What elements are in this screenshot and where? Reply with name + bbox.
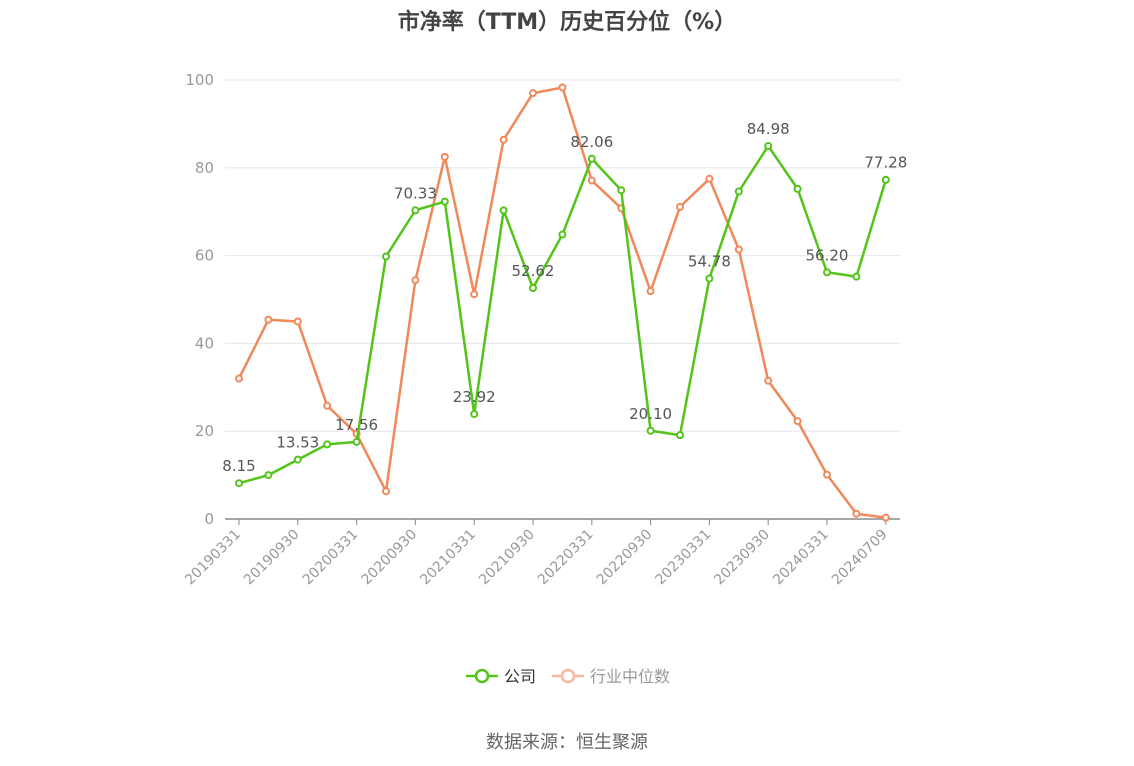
data-point [529,283,537,292]
chart-title: 市净率（TTM）历史百分位（%） [397,10,737,35]
x-tick-label: 20210930 [476,527,538,589]
y-tick-label: 40 [195,334,214,352]
data-label: 52.62 [512,262,555,280]
data-label: 56.20 [806,246,849,264]
data-point [881,513,890,522]
data-point [734,245,743,254]
y-tick-label: 60 [195,247,214,265]
data-point [264,471,273,480]
data-label: 82.06 [570,133,613,151]
data-point [499,135,508,144]
data-point [587,176,596,185]
data-point [293,455,302,464]
data-point [705,274,714,283]
legend-label: 公司 [504,667,536,686]
grid-lines [225,79,900,432]
data-point [793,417,802,426]
data-label: 84.98 [747,120,790,138]
series-layer [235,83,890,522]
x-tick-label: 20220930 [594,527,656,589]
data-labels: 8.15 13.53 17.56 70.33 23.92 52.62 82.06 20.10 5… [222,120,907,475]
data-point [676,431,684,440]
x-tick-label: 20230331 [653,527,715,589]
source-note: 数据来源：恒生聚源 [486,732,648,753]
data-point [881,175,890,184]
data-label: 77.28 [864,154,907,172]
legend-swatch-marker [474,668,490,684]
y-tick-label: 100 [185,71,214,89]
data-point [852,272,861,281]
legend-swatch-marker [560,668,576,684]
data-point [440,152,449,161]
data-point [793,184,802,193]
data-point [382,487,390,496]
y-tick-label: 20 [195,422,214,440]
x-tick-label: 20240331 [770,527,832,589]
data-point [293,317,302,326]
data-point [705,174,714,183]
x-tick-label: 20200930 [359,527,421,589]
x-tick-label: 20220331 [535,527,597,589]
data-point [235,374,243,383]
data-point [440,197,449,206]
data-point [852,509,861,518]
data-label: 13.53 [276,434,319,452]
y-tick-label: 80 [195,159,214,177]
data-point [411,276,420,285]
data-point [264,315,273,324]
data-point [558,230,567,239]
x-tick-label: 20210331 [417,527,479,589]
x-tick-label: 20190930 [241,527,303,589]
data-point [470,290,479,299]
data-point [646,426,655,435]
x-tick-label: 20240709 [829,527,891,589]
data-point [323,440,332,449]
data-point [734,187,743,196]
x-tick-label: 20200331 [300,527,362,589]
data-point [823,268,831,277]
data-point [617,186,626,195]
legend-label: 行业中位数 [590,667,670,686]
data-point [587,154,596,163]
data-point [352,437,361,446]
data-point [764,376,773,385]
data-point [323,401,332,410]
y-axis: 0 20 40 60 80 100 [185,71,214,528]
data-label: 20.10 [629,405,672,423]
y-tick-label: 0 [204,510,214,528]
data-point [235,479,243,488]
data-point [382,252,390,261]
x-axis: 2019033120190930202003312020093020210331… [182,518,900,589]
data-point [764,141,773,150]
x-tick-label: 20190331 [182,527,244,589]
data-point [529,89,537,98]
data-point [558,83,567,92]
series-line [237,86,886,519]
data-label: 8.15 [222,457,255,475]
data-label: 23.92 [453,388,496,406]
data-point [411,206,420,215]
data-label: 17.56 [335,416,378,434]
data-point [499,206,508,215]
data-point [676,202,684,211]
data-point [470,409,479,418]
legend: 公司 行业中位数 [466,667,670,686]
data-point [646,287,655,296]
data-label: 70.33 [394,184,437,202]
data-point [823,470,831,479]
data-label: 54.78 [688,253,731,271]
x-tick-label: 20230930 [711,527,773,589]
